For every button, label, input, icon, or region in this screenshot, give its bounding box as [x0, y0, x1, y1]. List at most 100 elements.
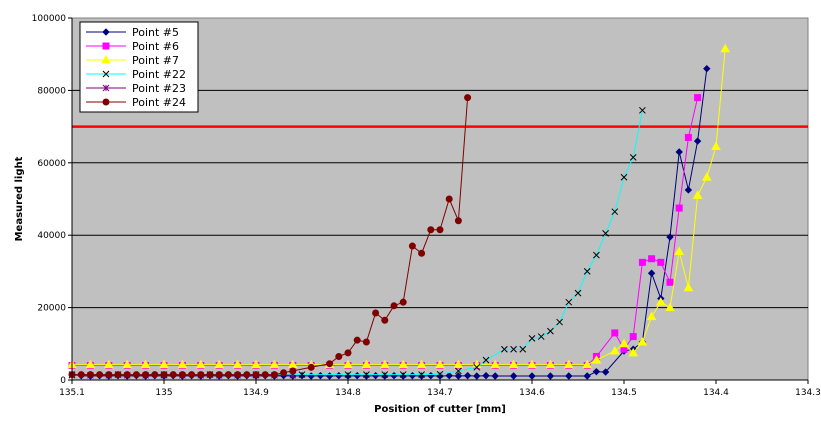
x-tick-label: 134.3	[795, 388, 821, 398]
y-tick-label: 60000	[37, 159, 66, 169]
legend-label: Point #7	[132, 54, 179, 67]
data-point	[692, 190, 703, 199]
data-point	[270, 371, 278, 379]
data-point	[528, 372, 536, 380]
data-point	[234, 371, 242, 379]
x-tick-label: 134.7	[427, 388, 453, 398]
data-point	[427, 226, 435, 234]
data-point	[563, 359, 574, 369]
x-tick-label: 135.1	[59, 388, 85, 398]
data-point	[674, 246, 685, 255]
data-point	[647, 269, 656, 277]
data-point	[214, 359, 225, 369]
data-point	[602, 230, 609, 237]
data-point	[675, 148, 683, 156]
data-point	[684, 186, 693, 194]
x-axis-title: Position of cutter [mm]	[374, 404, 506, 415]
data-point	[344, 349, 352, 357]
data-point	[140, 359, 151, 369]
data-point	[243, 371, 251, 379]
data-point	[619, 338, 629, 348]
axes: 0 20000 40000 60000 80000 100000 135.1 135 134.9…	[32, 14, 821, 398]
y-tick-label: 20000	[37, 304, 66, 314]
data-point	[639, 106, 646, 114]
data-point	[565, 372, 573, 380]
legend-item: Point #23	[86, 82, 186, 95]
data-point	[418, 371, 425, 378]
data-point	[269, 359, 280, 369]
legend-item: Point #5	[86, 26, 179, 39]
data-point	[381, 371, 389, 378]
data-point	[445, 195, 453, 203]
data-point	[629, 333, 637, 341]
data-point	[361, 359, 372, 369]
data-point	[102, 98, 110, 106]
data-point	[620, 173, 628, 181]
series-line	[72, 97, 699, 366]
data-point	[122, 359, 133, 369]
data-point	[353, 336, 361, 344]
data-point	[289, 367, 297, 375]
data-point	[159, 359, 169, 369]
data-point	[666, 278, 674, 286]
data-point	[280, 369, 288, 377]
data-point	[657, 258, 665, 266]
data-point	[537, 333, 545, 340]
data-point	[720, 43, 731, 53]
data-point	[132, 371, 140, 379]
data-point	[609, 346, 620, 355]
data-point	[454, 372, 463, 380]
data-point	[224, 371, 232, 379]
data-point	[675, 204, 683, 212]
data-point	[711, 141, 721, 151]
data-point	[206, 371, 214, 379]
data-point	[464, 94, 472, 102]
data-point	[694, 94, 702, 102]
data-point	[665, 302, 675, 312]
data-point	[473, 372, 481, 380]
data-point	[160, 371, 168, 379]
data-point	[251, 359, 261, 369]
data-point	[454, 217, 462, 225]
data-point	[701, 172, 712, 181]
data-point	[637, 336, 648, 346]
data-point	[261, 371, 269, 379]
data-point	[102, 84, 110, 92]
data-point	[693, 137, 702, 145]
data-point	[583, 372, 591, 380]
x-tick-label: 134.8	[335, 388, 361, 398]
data-point	[703, 64, 711, 73]
data-point	[547, 327, 554, 335]
data-point	[151, 371, 159, 379]
data-point	[252, 371, 260, 379]
data-point	[390, 302, 398, 310]
data-point	[546, 372, 555, 380]
data-point	[556, 318, 563, 326]
data-point	[103, 359, 114, 369]
data-point	[611, 208, 619, 216]
data-point	[335, 352, 343, 360]
x-tick-label: 134.9	[243, 388, 269, 398]
data-point	[215, 371, 223, 379]
data-point	[683, 282, 694, 292]
data-point	[463, 371, 472, 380]
data-point	[601, 368, 610, 376]
y-axis-title: Measured light	[14, 156, 25, 241]
data-point	[482, 356, 490, 364]
data-point	[574, 289, 582, 297]
x-tick-label: 134.4	[703, 388, 729, 398]
data-point	[473, 363, 481, 371]
data-point	[593, 251, 600, 259]
data-point	[453, 359, 464, 369]
data-point	[582, 359, 593, 369]
data-point	[232, 359, 243, 369]
data-point	[583, 268, 591, 275]
data-point	[490, 359, 501, 369]
x-tick-label: 135	[155, 388, 172, 398]
data-point	[85, 359, 96, 369]
data-point	[455, 367, 462, 375]
y-tick-label: 0	[60, 376, 66, 386]
